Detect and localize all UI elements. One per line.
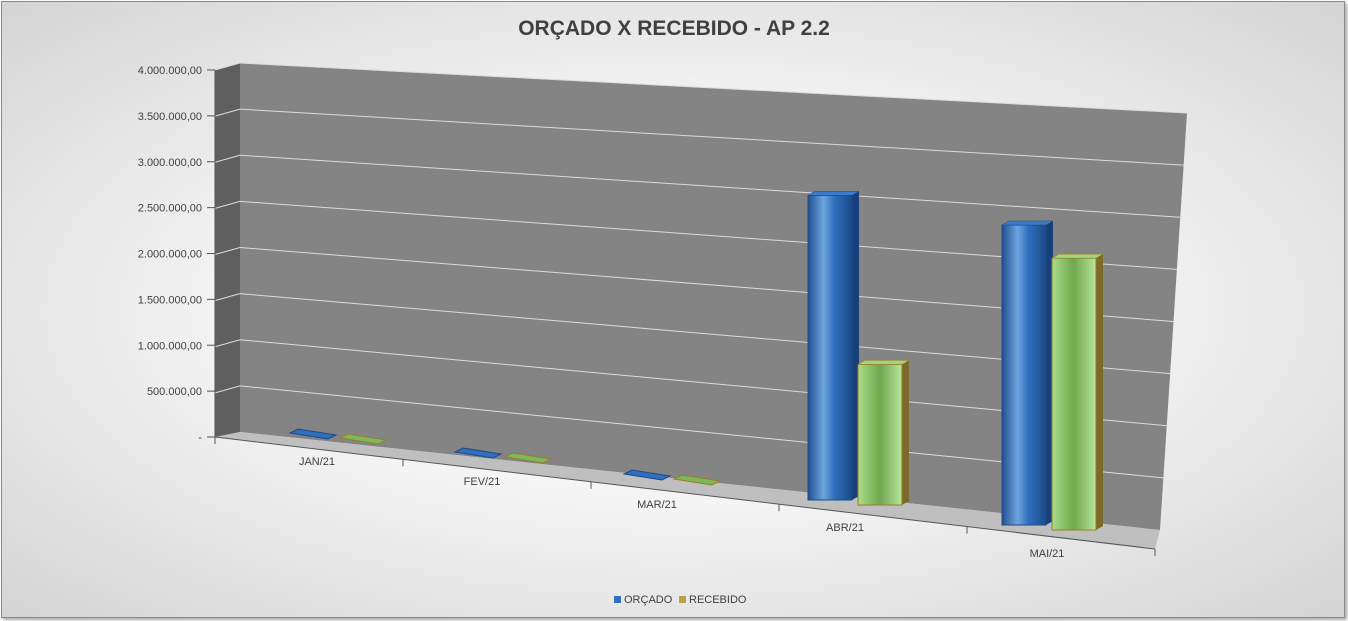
back-wall (240, 63, 1187, 530)
y-tick-label: 1.500.000,00 (138, 294, 202, 306)
bars (288, 191, 1104, 531)
gridline-side (214, 154, 241, 163)
bar-side-1-3 (902, 360, 909, 505)
x-axis-line (214, 436, 1156, 550)
gridline-side (214, 247, 241, 255)
y-tick-label: 500.000,00 (147, 386, 202, 398)
bar-recebido-2 (672, 474, 722, 486)
bar-recebido-1 (503, 452, 553, 464)
legend-swatch-recebido (679, 596, 686, 603)
bar-top-1-3 (857, 360, 910, 365)
bar-orcado-4 (1001, 224, 1047, 526)
bar-side-0-4 (1046, 221, 1053, 525)
gridline-side (214, 339, 241, 348)
legend: ORÇADO RECEBIDO (614, 594, 747, 606)
legend-swatch-orcado (614, 596, 621, 603)
bar-side-1-4 (1096, 254, 1103, 530)
gridline (239, 108, 1184, 166)
bar-orcado-3 (807, 194, 853, 501)
chart-title: ORÇADO X RECEBIDO - AP 2.2 (518, 17, 830, 40)
bar-recebido-4 (1051, 257, 1097, 531)
y-tick-label: 3.000.000,00 (138, 157, 202, 169)
gridline-side (214, 108, 241, 117)
y-tick-label: - (198, 432, 202, 444)
x-tick-label: FEV/21 (464, 476, 501, 488)
gridline-side (214, 62, 241, 71)
gridline (239, 62, 1188, 114)
gridline-side (214, 385, 241, 394)
bar-recebido-0 (338, 433, 388, 445)
x-tick-label: ABR/21 (826, 522, 864, 534)
y-tick-label: 2.500.000,00 (138, 203, 202, 215)
x-tick-label: JAN/21 (299, 456, 335, 468)
y-tick-label: 4.000.000,00 (138, 65, 202, 77)
gridline (239, 154, 1181, 218)
x-tick-label: MAR/21 (637, 499, 677, 511)
x-tick-label: MAI/21 (1030, 548, 1065, 560)
y-tick-label: 1.000.000,00 (138, 340, 202, 352)
bar-orcado-1 (453, 447, 503, 459)
bar-top-0-4 (1001, 220, 1054, 226)
y-axis: - 500.000,00 1.000.000,00 1.500.000,00 2.000… (138, 65, 216, 444)
bar-orcado-2 (622, 469, 672, 481)
floor (215, 432, 1160, 549)
y-tick-label: 3.500.000,00 (138, 111, 202, 123)
side-wall (215, 63, 240, 437)
x-axis: JAN/21 FEV/21 MAR/21 ABR/21 MAI/21 (214, 436, 1156, 560)
bar-side-0-3 (852, 191, 859, 500)
legend-label-orcado: ORÇADO (624, 594, 673, 606)
bar-orcado-0 (288, 428, 338, 440)
bar-top-1-4 (1051, 253, 1104, 259)
gridline-side (214, 293, 241, 302)
legend-label-recebido: RECEBIDO (689, 594, 747, 606)
bar-top-0-3 (807, 191, 860, 196)
y-tick-label: 2.000.000,00 (138, 249, 202, 261)
gridline-side (214, 200, 241, 209)
bar-recebido-3 (857, 363, 903, 506)
